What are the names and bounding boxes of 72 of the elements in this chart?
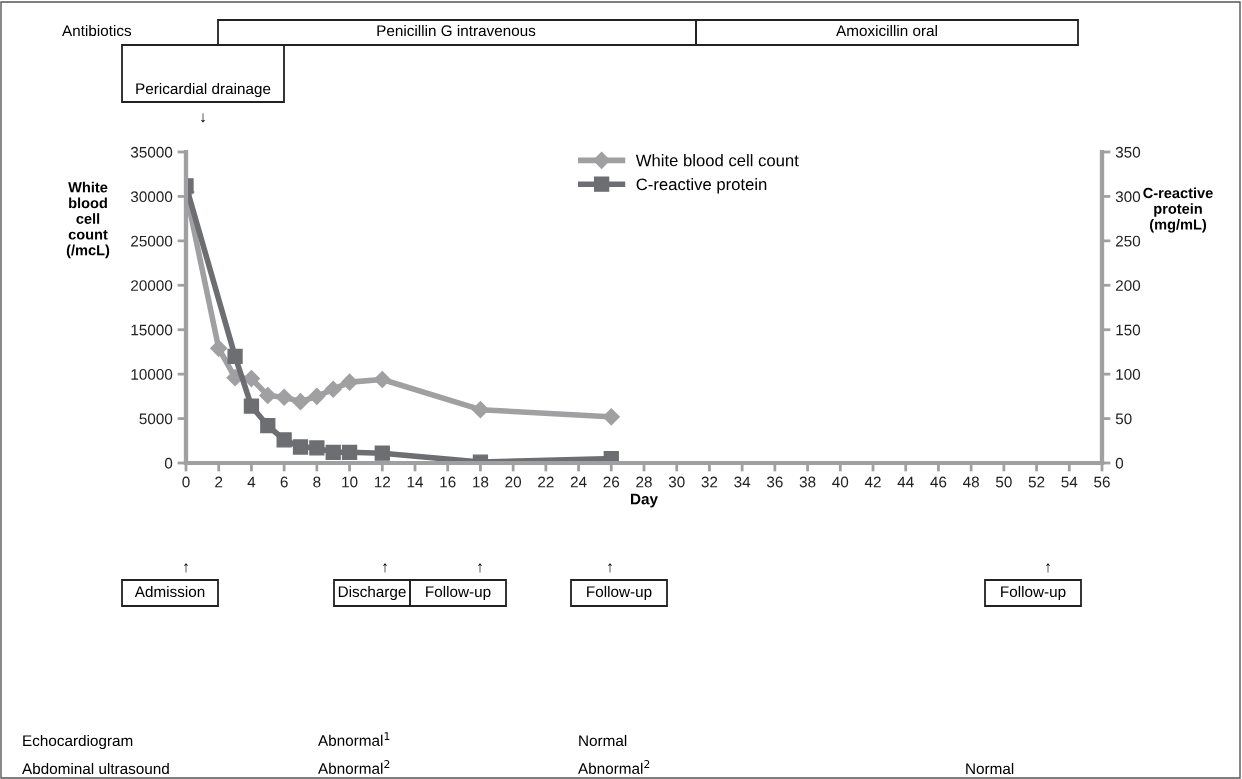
x-tick-label: 46 (930, 476, 947, 488)
y-tick-label: 30000 (130, 191, 173, 203)
text: Discharge (338, 585, 406, 601)
x-tick-label: 42 (864, 476, 881, 488)
y2-tick-label: 0 (1115, 457, 1124, 469)
text: Follow-up (1001, 585, 1066, 601)
text: ↓ (201, 113, 205, 123)
legend-label: White blood cell count (635, 154, 799, 167)
text: ↑ (184, 563, 188, 573)
x-tick-label: 36 (766, 476, 783, 488)
text: ↑ (383, 563, 387, 573)
x-tick-label: 26 (603, 476, 620, 488)
y-tick-label: 25000 (131, 235, 173, 247)
y2-tick-label: 300 (1115, 191, 1141, 203)
text: Normal (966, 762, 1014, 775)
text: Abnormal$^{2}$ (318, 760, 390, 774)
x-tick-label: 4 (247, 476, 256, 488)
x-tick-label: 32 (701, 476, 718, 488)
y2-tick-label: 350 (1115, 146, 1141, 158)
y2-tick-label: 50 (1115, 413, 1132, 425)
text: Antibiotics (62, 24, 132, 37)
text: Pericardial drainage (136, 82, 271, 98)
x-tick-label: 30 (668, 476, 685, 488)
legend-label: C-reactive protein (636, 177, 767, 194)
y2-tick-label: 150 (1116, 324, 1141, 336)
x-tick-label: 12 (374, 476, 391, 488)
y2-tick-label: 250 (1115, 235, 1141, 247)
text: ↑ (478, 563, 482, 573)
x-tick-label: 20 (505, 476, 522, 488)
y-tick-label: 10000 (131, 369, 173, 380)
x-tick-label: 0 (182, 476, 190, 488)
text: Abdominal ultrasound (22, 762, 169, 775)
x-tick-label: 52 (1028, 476, 1045, 488)
x-tick-label: 6 (280, 476, 288, 488)
y-tick-label: 35000 (130, 146, 173, 158)
text: Penicillin G intravenous (377, 24, 536, 37)
text: Normal (579, 734, 627, 747)
x-tick-label: 44 (897, 476, 914, 488)
x-tick-label: 56 (1094, 476, 1110, 488)
x-tick-label: 50 (995, 476, 1012, 488)
x-tick-label: 34 (734, 476, 751, 488)
x-tick-label: 14 (407, 476, 424, 488)
text: Admission (134, 585, 205, 598)
y2-tick-label: 100 (1116, 369, 1141, 380)
x-tick-label: 8 (313, 476, 321, 488)
text: Amoxicillin oral (836, 24, 937, 37)
text: Abnormal$^{2}$ (578, 760, 650, 774)
x-tick-label: 38 (799, 476, 816, 488)
x-axis-title: Day (631, 493, 658, 508)
x-tick-label: 40 (832, 476, 849, 488)
text: Abnormal$^{1}$ (318, 732, 390, 746)
x-tick-label: 54 (1061, 476, 1078, 488)
x-tick-label: 2 (215, 476, 223, 488)
x-tick-label: 18 (473, 476, 489, 488)
y-tick-label: 15000 (131, 324, 173, 336)
y-tick-label: 20000 (131, 280, 173, 291)
y2-axis-title: C-reactive protein (mg/mL) (1143, 187, 1213, 233)
x-tick-label: 16 (440, 476, 456, 488)
y2-tick-label: 200 (1115, 280, 1141, 291)
x-tick-label: 22 (538, 476, 554, 488)
y-axis-title: White blood cell count (/mcL) (66, 181, 110, 259)
y-tick-label: 0 (164, 457, 173, 469)
text: Follow-up (587, 585, 652, 601)
x-tick-label: 48 (963, 476, 979, 488)
y-tick-label: 5000 (139, 413, 173, 425)
text: Echocardiogram (23, 734, 133, 750)
text: Follow-up (426, 585, 491, 601)
text: ↑ (1046, 563, 1050, 573)
x-tick-label: 28 (636, 476, 652, 488)
x-tick-label: 24 (570, 476, 587, 488)
x-tick-label: 10 (342, 476, 358, 488)
text: ↑ (608, 563, 612, 573)
